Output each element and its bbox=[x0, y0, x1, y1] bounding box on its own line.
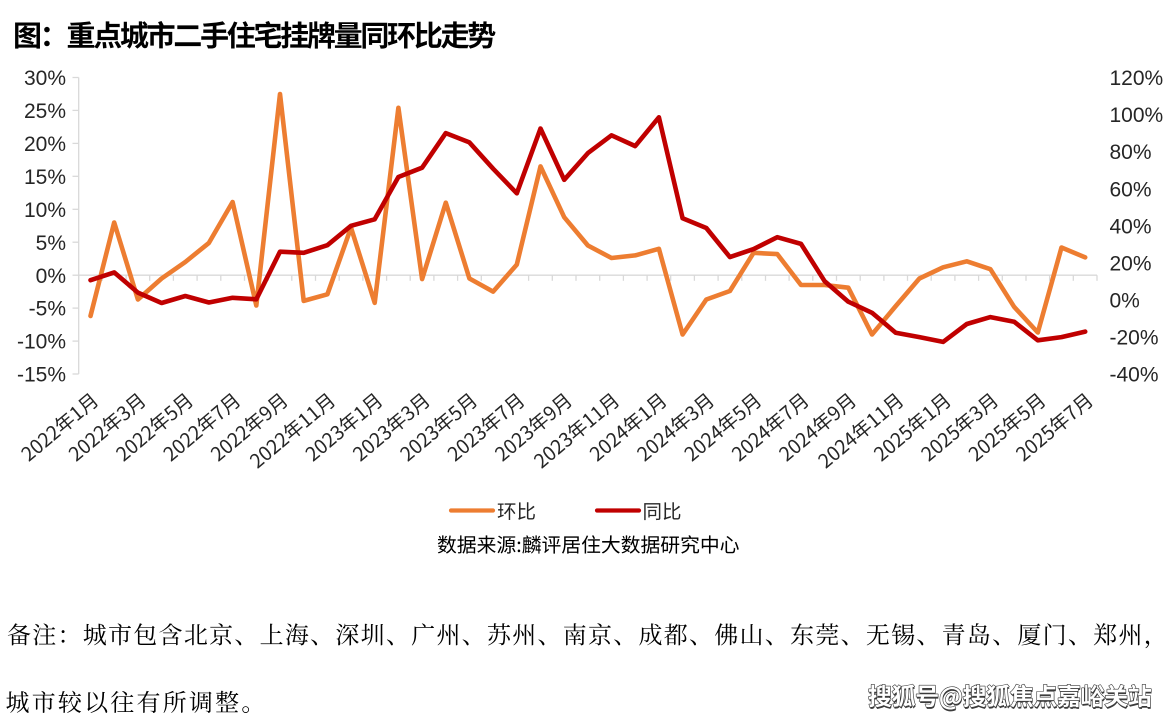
svg-text:80%: 80% bbox=[1110, 141, 1152, 164]
svg-text:5%: 5% bbox=[36, 232, 66, 255]
svg-text:20%: 20% bbox=[24, 133, 66, 156]
svg-text:-40%: -40% bbox=[1110, 364, 1159, 387]
svg-text:-5%: -5% bbox=[29, 298, 66, 321]
svg-text:-15%: -15% bbox=[17, 364, 66, 387]
svg-text:40%: 40% bbox=[1110, 215, 1152, 238]
svg-text:0%: 0% bbox=[1110, 290, 1140, 313]
svg-text:100%: 100% bbox=[1110, 104, 1164, 127]
svg-text:10%: 10% bbox=[24, 199, 66, 222]
svg-text:120%: 120% bbox=[1110, 67, 1164, 90]
svg-text:-10%: -10% bbox=[17, 331, 66, 354]
svg-text:25%: 25% bbox=[24, 100, 66, 123]
svg-text:30%: 30% bbox=[24, 67, 66, 90]
svg-text:15%: 15% bbox=[24, 166, 66, 189]
svg-text:-20%: -20% bbox=[1110, 327, 1159, 350]
svg-text:20%: 20% bbox=[1110, 252, 1152, 275]
svg-text:60%: 60% bbox=[1110, 178, 1152, 201]
svg-text:0%: 0% bbox=[36, 265, 66, 288]
